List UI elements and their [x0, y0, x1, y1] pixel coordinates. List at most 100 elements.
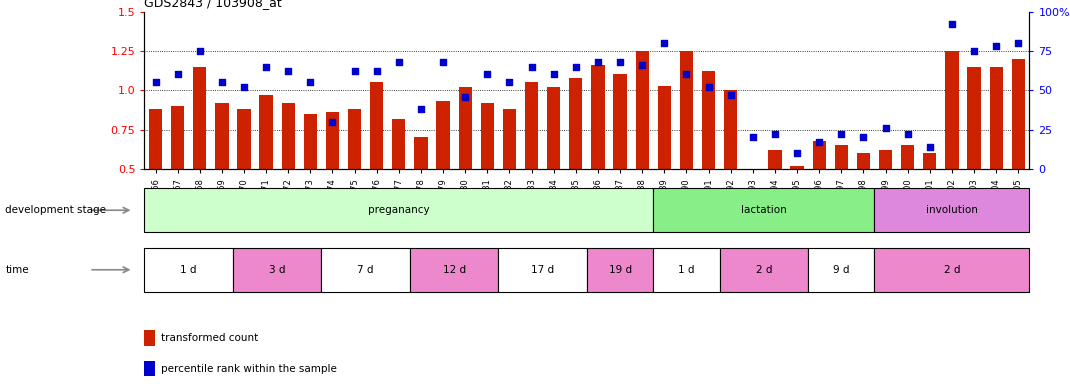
Bar [967, 67, 981, 248]
Bar [768, 150, 781, 248]
Bar [702, 71, 715, 248]
Bar [724, 90, 737, 248]
Point [877, 125, 895, 131]
Bar [679, 51, 693, 248]
Bar [281, 103, 295, 248]
Text: 1 d: 1 d [678, 265, 694, 275]
Point [633, 62, 651, 68]
Point [811, 139, 828, 145]
Bar [348, 109, 362, 248]
Bar [586, 248, 654, 292]
Point [899, 131, 916, 137]
Bar [370, 82, 383, 248]
Text: 1 d: 1 d [181, 265, 197, 275]
Point [965, 48, 982, 54]
Bar [503, 109, 516, 248]
Point [832, 131, 850, 137]
Bar [459, 87, 472, 248]
Bar [414, 137, 428, 248]
Point [921, 144, 938, 150]
Bar [326, 112, 339, 248]
Bar [1011, 59, 1025, 248]
Bar [901, 146, 914, 248]
Bar [437, 101, 449, 248]
Text: lactation: lactation [742, 205, 786, 215]
Point [192, 48, 209, 54]
Point [235, 84, 253, 90]
Bar [658, 86, 671, 248]
Point [988, 43, 1005, 49]
Bar [144, 188, 654, 232]
Text: GDS2843 / 103908_at: GDS2843 / 103908_at [144, 0, 282, 9]
Bar [238, 109, 250, 248]
Point [1010, 40, 1027, 46]
Bar [923, 153, 936, 248]
Point [391, 59, 408, 65]
Text: 12 d: 12 d [443, 265, 465, 275]
Bar [193, 67, 207, 248]
Bar [835, 146, 847, 248]
Point [789, 150, 806, 156]
Point [590, 59, 607, 65]
Text: 17 d: 17 d [531, 265, 554, 275]
Point [545, 71, 562, 78]
Bar [410, 248, 499, 292]
Text: preganancy: preganancy [368, 205, 430, 215]
Point [147, 79, 164, 85]
Bar [874, 188, 1029, 232]
Text: percentile rank within the sample: percentile rank within the sample [160, 364, 336, 374]
Point [324, 119, 341, 125]
Bar [945, 51, 959, 248]
Point [434, 59, 452, 65]
Text: development stage: development stage [5, 205, 106, 215]
Bar [321, 248, 410, 292]
Bar [144, 248, 233, 292]
Point [656, 40, 673, 46]
Text: 19 d: 19 d [609, 265, 631, 275]
Point [523, 64, 540, 70]
Point [700, 84, 717, 90]
Point [457, 93, 474, 99]
Point [368, 68, 385, 74]
Point [501, 79, 518, 85]
Bar [149, 109, 163, 248]
Bar [990, 67, 1003, 248]
Text: transformed count: transformed count [160, 333, 258, 343]
Bar [874, 248, 1029, 292]
Bar [613, 74, 627, 248]
Text: 2 d: 2 d [944, 265, 960, 275]
Point [766, 131, 783, 137]
Bar [260, 95, 273, 248]
Point [745, 134, 762, 141]
Bar [304, 114, 317, 248]
Bar [654, 248, 720, 292]
Bar [812, 141, 826, 248]
Point [612, 59, 629, 65]
Text: time: time [5, 265, 29, 275]
Point [944, 21, 961, 27]
Point [346, 68, 363, 74]
Point [478, 71, 495, 78]
Bar [233, 248, 321, 292]
Bar [592, 65, 605, 248]
Bar [791, 166, 804, 248]
Bar [215, 103, 229, 248]
Point [678, 71, 696, 78]
Point [213, 79, 230, 85]
Text: 2 d: 2 d [755, 265, 773, 275]
Point [855, 134, 872, 141]
Bar [808, 248, 874, 292]
Text: 9 d: 9 d [834, 265, 850, 275]
Bar [746, 169, 760, 248]
Bar [654, 188, 874, 232]
Bar [480, 103, 494, 248]
Bar [171, 106, 184, 248]
Point [302, 79, 319, 85]
Bar [525, 82, 538, 248]
Point [722, 92, 739, 98]
Text: involution: involution [926, 205, 978, 215]
Point [169, 71, 186, 78]
Bar [393, 119, 406, 248]
Bar [499, 248, 586, 292]
Bar [636, 51, 648, 248]
